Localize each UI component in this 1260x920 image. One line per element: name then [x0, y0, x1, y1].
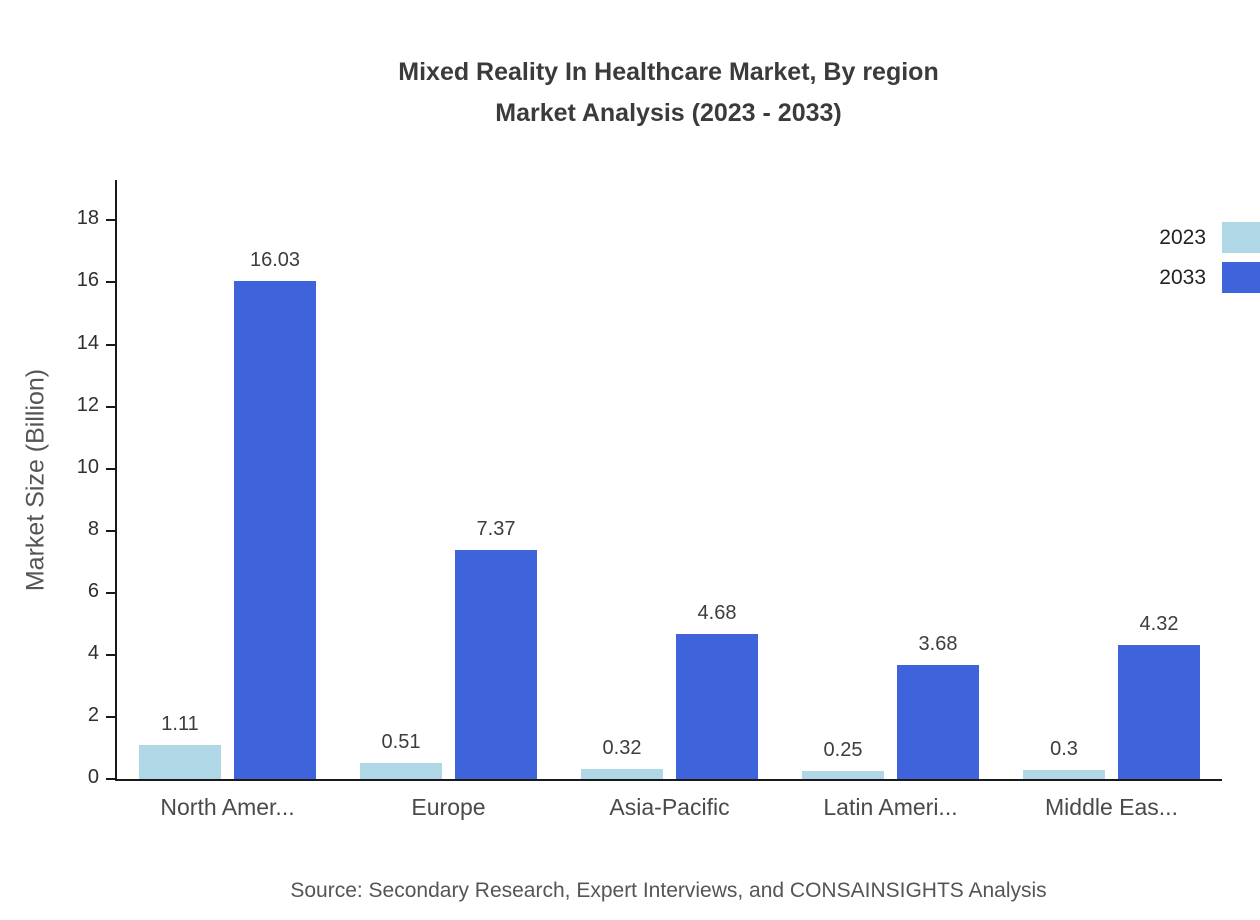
legend-item-2033: 2033 — [1159, 262, 1260, 293]
y-tick-mark — [106, 405, 115, 408]
bar-2033: 4.32 — [1118, 613, 1200, 779]
bar-group: 1.11 16.03 North Amer... — [117, 180, 338, 820]
bar-value-label: 16.03 — [249, 249, 301, 271]
bar-value-label: 0.3 — [1050, 738, 1078, 760]
bar-2033: 7.37 — [455, 518, 537, 779]
y-tick-label: 2 — [87, 703, 99, 726]
legend: 2023 2033 — [1159, 222, 1260, 302]
bar-value-label: 3.68 — [918, 633, 958, 655]
bar-value-label: 0.32 — [602, 737, 642, 759]
legend-label: 2033 — [1159, 265, 1206, 289]
chart-title-line2: Market Analysis (2023 - 2033) — [495, 99, 842, 127]
bar-group: 0.51 7.37 Europe — [338, 180, 559, 820]
legend-item-2023: 2023 — [1159, 222, 1260, 253]
bar-value-label: 4.32 — [1139, 613, 1179, 635]
y-tick-mark — [106, 715, 115, 718]
category-label: Europe — [411, 794, 486, 820]
bar-2033: 16.03 — [234, 249, 316, 779]
y-tick-mark — [106, 219, 115, 222]
bar-value-label: 0.25 — [823, 739, 863, 761]
y-tick-mark — [106, 591, 115, 594]
plot-area: 0 2 4 6 8 10 12 14 16 18 1.11 16.03 North Amer... 0.5… — [77, 180, 1222, 820]
category-label: North Amer... — [160, 794, 295, 820]
y-tick-label: 4 — [87, 641, 99, 664]
y-tick-label: 0 — [87, 766, 99, 788]
source-note: Source: Secondary Research, Expert Inter… — [290, 879, 1047, 902]
bar-value-label: 0.51 — [381, 731, 421, 753]
bar-value-label: 4.68 — [697, 602, 737, 624]
y-tick-label: 6 — [87, 579, 99, 602]
y-tick-label: 18 — [76, 207, 99, 230]
legend-swatch — [1222, 222, 1260, 253]
y-tick-label: 12 — [76, 393, 99, 416]
bar-2023: 0.3 — [1023, 738, 1105, 779]
bar-2023: 0.51 — [360, 731, 442, 779]
bar-2023: 0.25 — [802, 739, 884, 779]
y-tick-mark — [106, 281, 115, 284]
y-tick-mark — [106, 653, 115, 656]
bar-group: 0.3 4.32 Middle Eas... — [1001, 180, 1222, 820]
y-tick-label: 14 — [76, 331, 99, 354]
legend-swatch — [1222, 262, 1260, 293]
chart-title-line1: Mixed Reality In Healthcare Market, By r… — [398, 58, 939, 86]
bar-group: 0.25 3.68 Latin Ameri... — [780, 180, 1001, 820]
category-label: Latin Ameri... — [823, 794, 958, 820]
y-axis-title: Market Size (Billion) — [21, 368, 50, 592]
bar-value-label: 1.11 — [161, 713, 199, 735]
bar-2023: 1.11 — [139, 713, 221, 779]
chart-title: Mixed Reality In Healthcare Market, By r… — [115, 52, 1222, 134]
y-tick-label: 10 — [76, 455, 99, 478]
y-tick-mark — [106, 529, 115, 532]
legend-label: 2023 — [1159, 225, 1206, 249]
y-tick-mark — [106, 343, 115, 346]
bar-2033: 4.68 — [676, 602, 758, 779]
bar-group: 0.32 4.68 Asia-Pacific — [559, 180, 780, 820]
y-tick-label: 16 — [76, 269, 99, 292]
y-tick-mark — [106, 778, 115, 780]
category-label: Asia-Pacific — [609, 794, 730, 820]
y-tick-mark — [106, 467, 115, 470]
category-label: Middle Eas... — [1045, 794, 1178, 820]
y-tick-label: 8 — [87, 517, 99, 540]
bar-value-label: 7.37 — [476, 518, 516, 540]
bar-2023: 0.32 — [581, 737, 663, 779]
bar-2033: 3.68 — [897, 633, 979, 779]
